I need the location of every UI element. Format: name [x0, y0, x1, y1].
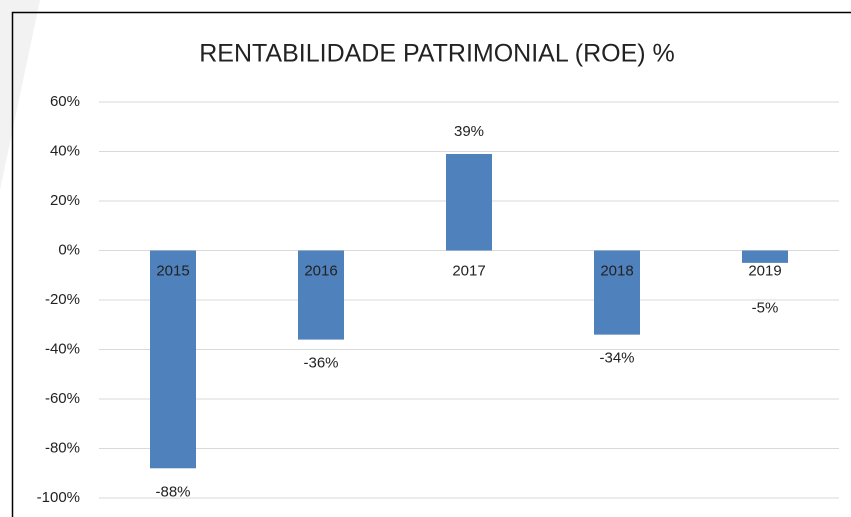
data-label: -34%: [599, 350, 634, 367]
bar: [446, 153, 492, 251]
y-tick-label: -100%: [37, 489, 80, 506]
x-tick-label: 2017: [452, 262, 485, 279]
chart-title: RENTABILIDADE PATRIMONIAL (ROE) %: [199, 40, 675, 68]
bar: [742, 250, 788, 263]
y-tick-label: 20%: [50, 192, 80, 209]
y-tick-label: -60%: [45, 390, 80, 407]
bar: [594, 250, 640, 335]
data-label: 39%: [454, 123, 484, 140]
x-tick-label: 2015: [156, 262, 189, 279]
y-tick-label: 60%: [50, 93, 80, 110]
y-tick-label: 0%: [58, 241, 80, 258]
x-tick-label: 2019: [748, 262, 781, 279]
background-shape: [0, 0, 40, 190]
chart-frame: [11, 11, 851, 517]
bar: [150, 250, 196, 469]
data-label: -88%: [155, 483, 190, 500]
bar: [298, 250, 344, 340]
y-tick-label: -20%: [45, 291, 80, 308]
data-label: -5%: [752, 299, 779, 316]
x-tick-label: 2016: [304, 262, 337, 279]
y-tick-label: -40%: [45, 340, 80, 357]
y-tick-label: 40%: [50, 142, 80, 159]
y-tick-label: -80%: [45, 439, 80, 456]
data-label: -36%: [303, 355, 338, 372]
x-tick-label: 2018: [600, 262, 633, 279]
